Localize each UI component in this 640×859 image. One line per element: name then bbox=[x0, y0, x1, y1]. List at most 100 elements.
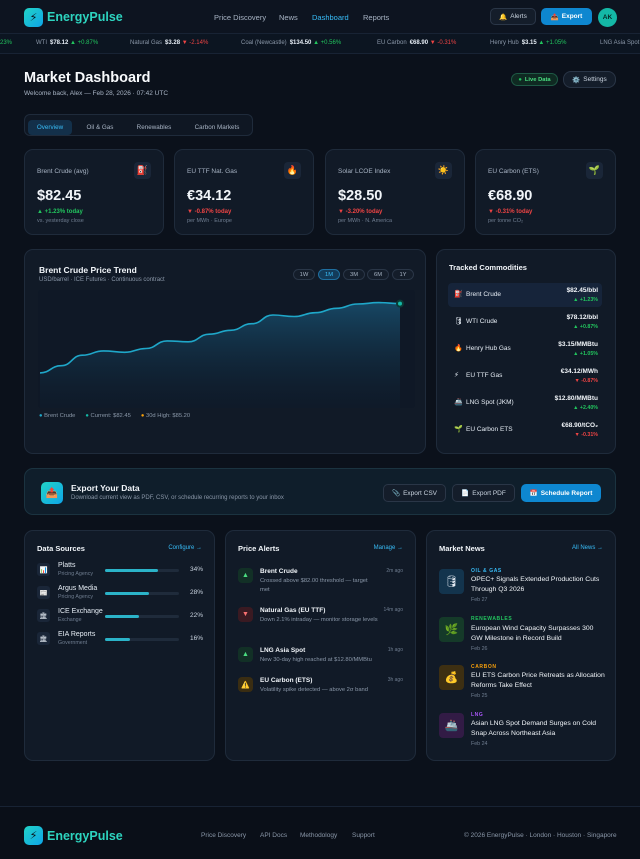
data-sources-card: Data Sources Configure → 📊 Platts Pricin… bbox=[24, 530, 215, 761]
news-headline: OPEC+ Signals Extended Production Cuts T… bbox=[471, 576, 600, 593]
commodity-row-brent[interactable]: ⛽ Brent Crude $82.45/bbl ▲ +1.23% bbox=[448, 283, 602, 307]
kpi-label: Brent Crude (avg) bbox=[37, 168, 89, 175]
schedule-report-label: Schedule Report bbox=[540, 489, 593, 497]
kpi-card-ttf[interactable]: EU TTF Nat. Gas 🔥 €34.12 ▼ -0.87% today … bbox=[174, 149, 314, 235]
export-banner: 📤 Export Your Data Download current view… bbox=[24, 468, 616, 515]
range-1y[interactable]: 1Y bbox=[392, 269, 414, 280]
ticker-item[interactable]: EU Carbon €68.90 ▼ -0.31% bbox=[377, 40, 457, 46]
live-data-badge[interactable]: ● Live Data bbox=[511, 73, 558, 86]
footer bbox=[0, 806, 640, 859]
ship-icon: 🚢 bbox=[439, 713, 464, 738]
paperclip-icon: 📎 bbox=[391, 490, 401, 497]
tab-oil-gas[interactable]: Oil & Gas bbox=[86, 124, 114, 131]
commodity-row-lng[interactable]: 🚢 LNG Spot (JKM) $12.80/MMBtu ▲ +2.40% bbox=[448, 391, 602, 415]
data-point[interactable] bbox=[396, 299, 404, 308]
kpi-card-carbon[interactable]: EU Carbon (ETS) 🌱 €68.90 ▼ -0.31% today … bbox=[475, 149, 616, 235]
kpi-card-solar[interactable]: Solar LCOE Index ☀️ $28.50 ▼ -3.20% toda… bbox=[325, 149, 465, 235]
nav-link-news[interactable]: News bbox=[279, 13, 298, 22]
commodity-row-wti[interactable]: 🛢 WTI Crude $78.12/bbl ▲ +0.87% bbox=[448, 310, 602, 334]
export-button[interactable]: 📤 Export bbox=[541, 8, 592, 25]
kpi-sub: per MWh · Europe bbox=[187, 218, 232, 224]
alert-desc: Volatility spike detected — above 2σ ban… bbox=[260, 687, 368, 693]
export-icon: 📤 bbox=[41, 482, 63, 504]
footer-link-price-discovery[interactable]: Price Discovery bbox=[201, 832, 247, 839]
commodity-price: $78.12/bbl bbox=[566, 314, 598, 321]
legend-current: ● Current: $82.45 bbox=[85, 413, 131, 419]
kpi-card-brent[interactable]: Brent Crude (avg) ⛽ $82.45 ▲ +1.23% toda… bbox=[24, 149, 164, 235]
newspaper-icon: 📰 bbox=[37, 586, 50, 599]
bolt-icon[interactable]: ⚡ bbox=[24, 8, 43, 27]
commodity-change: ▲ +1.05% bbox=[573, 351, 598, 357]
commodity-row-henry-hub[interactable]: 🔥 Henry Hub Gas $3.15/MMBtu ▲ +1.05% bbox=[448, 337, 602, 361]
footer-copyright: © 2026 EnergyPulse · London · Houston · … bbox=[464, 832, 617, 839]
fuel-pump-icon: ⛽ bbox=[454, 291, 463, 298]
source-type: Pricing Agency bbox=[58, 594, 94, 600]
all-news-link[interactable]: All News → bbox=[571, 545, 603, 551]
brent-area-chart[interactable] bbox=[38, 290, 415, 408]
export-desc: Download current view as PDF, CSV, or sc… bbox=[71, 495, 284, 501]
export-csv-label: Export CSV bbox=[403, 489, 438, 497]
ticker-item[interactable]: Natural Gas $3.28 ▼ -2.14% bbox=[130, 40, 209, 46]
ticker-item[interactable]: Henry Hub $3.15 ▲ +1.05% bbox=[490, 40, 567, 46]
bolt-icon[interactable]: ⚡ bbox=[24, 826, 43, 845]
settings-button[interactable]: ⚙️ Settings bbox=[563, 71, 616, 88]
tab-carbon-markets[interactable]: Carbon Markets bbox=[194, 124, 240, 131]
manage-link[interactable]: Manage → bbox=[373, 545, 403, 551]
alert-time: 1h ago bbox=[387, 647, 403, 653]
commodity-change: ▲ +0.87% bbox=[573, 324, 598, 330]
export-csv-button[interactable]: 📎 Export CSV bbox=[383, 484, 446, 502]
alert-time: 14m ago bbox=[383, 607, 403, 613]
source-share-bar bbox=[105, 592, 179, 595]
configure-link[interactable]: Configure → bbox=[168, 545, 202, 551]
source-share-bar bbox=[105, 615, 179, 618]
source-pct: 22% bbox=[189, 612, 203, 619]
ticker-item[interactable]: LNG Asia Spot bbox=[600, 40, 640, 46]
source-name: Argus Media bbox=[58, 585, 98, 592]
schedule-report-button[interactable]: 📅 Schedule Report bbox=[521, 484, 601, 502]
nav-link-price-discovery[interactable]: Price Discovery bbox=[214, 13, 267, 22]
brand-name[interactable]: EnergyPulse bbox=[47, 10, 123, 24]
export-pdf-button[interactable]: 📄 Export PDF bbox=[452, 484, 515, 502]
commodity-price: $82.45/bbl bbox=[566, 287, 598, 294]
footer-brand[interactable]: EnergyPulse bbox=[47, 829, 123, 843]
export-pdf-label: Export PDF bbox=[472, 489, 506, 497]
footer-link-support[interactable]: Support bbox=[352, 832, 375, 839]
range-1w[interactable]: 1W bbox=[293, 269, 315, 280]
news-headline: EU ETS Carbon Price Retreats as Allocati… bbox=[471, 672, 605, 689]
commodity-row-ttf[interactable]: ⚡ EU TTF Gas €34.12/MWh ▼ -0.87% bbox=[448, 364, 602, 388]
alerts-button[interactable]: 🔔 Alerts bbox=[490, 8, 536, 25]
series-area bbox=[40, 302, 400, 408]
commodity-price: $3.15/MMBtu bbox=[558, 341, 598, 348]
tab-renewables[interactable]: Renewables bbox=[136, 124, 172, 131]
leaf-icon: 🌿 bbox=[439, 617, 464, 642]
range-1m[interactable]: 1M bbox=[318, 269, 340, 280]
source-share-bar bbox=[105, 569, 179, 572]
brent-trend-card: Brent Crude Price Trend USD/barrel · ICE… bbox=[24, 249, 426, 454]
news-category: CARBON bbox=[471, 664, 497, 670]
range-6m[interactable]: 6M bbox=[367, 269, 389, 280]
news-date: Feb 26 bbox=[471, 646, 488, 652]
kpi-change: ▲ +1.23% today bbox=[37, 209, 83, 215]
commodities-title: Tracked Commodities bbox=[449, 263, 527, 272]
commodity-row-carbon[interactable]: 🌱 EU Carbon ETS €68.90/tCO₂ ▼ -0.31% bbox=[448, 418, 602, 442]
ticker-item[interactable]: WTI $78.12 ▲ +0.87% bbox=[36, 40, 99, 46]
fuel-pump-icon: ⛽ bbox=[134, 162, 151, 179]
nav-link-dashboard[interactable]: Dashboard bbox=[312, 13, 349, 22]
news-category: OIL & GAS bbox=[471, 568, 502, 574]
avatar[interactable]: AK bbox=[598, 8, 617, 27]
ticker-item[interactable]: Coal (Newcastle) $134.50 ▲ +0.56% bbox=[241, 40, 342, 46]
tab-overview[interactable]: Overview bbox=[28, 120, 72, 135]
kpi-sub: vs. yesterday close bbox=[37, 218, 84, 224]
range-3m[interactable]: 3M bbox=[343, 269, 365, 280]
kpi-sub: per MWh · N. America bbox=[338, 218, 393, 224]
source-name: ICE Exchange bbox=[58, 608, 103, 615]
footer-link-api-docs[interactable]: API Docs bbox=[260, 832, 288, 839]
nav-link-reports[interactable]: Reports bbox=[363, 13, 390, 22]
commodity-price: €68.90/tCO₂ bbox=[561, 422, 599, 429]
footer-link-methodology[interactable]: Methodology bbox=[300, 832, 338, 839]
alerts-label: Alerts bbox=[510, 13, 527, 20]
alert-title: Brent Crude bbox=[260, 568, 298, 575]
sun-icon: ☀️ bbox=[435, 162, 452, 179]
commodity-name: LNG Spot (JKM) bbox=[466, 399, 514, 406]
document-icon: 📄 bbox=[461, 490, 470, 497]
